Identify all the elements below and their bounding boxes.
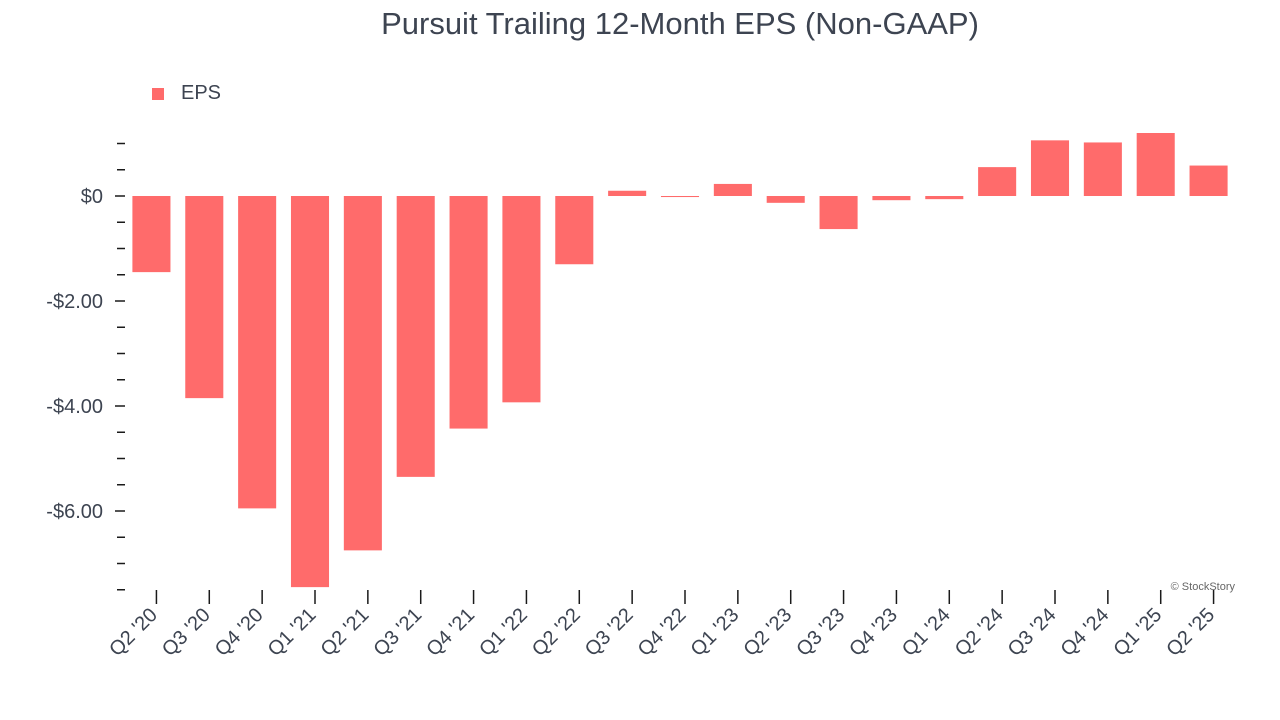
x-tick-label: Q2 '21: [317, 604, 374, 661]
x-tick-label: Q3 '20: [158, 604, 215, 661]
y-axis: $0 -$2.00 -$4.00 -$6.00: [46, 142, 125, 591]
x-tick-label: Q2 '24: [951, 604, 1008, 661]
bar: [872, 196, 911, 201]
bar: [502, 196, 541, 403]
x-tick-label: Q3 '23: [792, 604, 849, 661]
bar: [1136, 133, 1175, 196]
bars: [132, 133, 1228, 588]
y-tick-label: $0: [81, 186, 103, 208]
bar: [978, 167, 1017, 196]
watermark: © StockStory: [1171, 581, 1236, 593]
x-tick-label: Q1 '22: [475, 604, 532, 661]
legend-label: EPS: [181, 82, 221, 104]
bar: [290, 196, 330, 588]
bar: [713, 183, 752, 196]
bar: [925, 196, 964, 200]
bar: [1083, 142, 1122, 196]
x-tick-label: Q4 '22: [634, 604, 691, 661]
bar: [185, 196, 224, 399]
legend: EPS: [152, 82, 221, 104]
bar: [555, 196, 594, 265]
bar: [396, 196, 435, 477]
x-tick-label: Q1 '23: [687, 604, 744, 661]
y-tick-label: -$2.00: [46, 291, 103, 313]
y-tick-label: -$6.00: [46, 501, 103, 523]
x-tick-label: Q4 '23: [845, 604, 902, 661]
bar: [343, 196, 382, 551]
bar: [766, 196, 805, 203]
bar: [132, 196, 171, 273]
x-tick-label: Q2 '23: [739, 604, 796, 661]
bar: [449, 196, 488, 429]
x-tick-label: Q3 '21: [369, 604, 426, 661]
x-tick-label: Q4 '24: [1057, 604, 1114, 661]
chart-title: Pursuit Trailing 12-Month EPS (Non-GAAP): [381, 6, 979, 41]
x-tick-label: Q4 '20: [211, 604, 268, 661]
bar: [819, 196, 858, 230]
y-tick-label: -$4.00: [46, 396, 103, 418]
x-tick-label: Q2 '20: [105, 604, 162, 661]
x-tick-label: Q1 '25: [1109, 604, 1166, 661]
bar: [660, 196, 700, 198]
x-tick-label: Q2 '25: [1162, 604, 1219, 661]
x-tick-label: Q1 '24: [898, 604, 955, 661]
bar: [238, 196, 277, 509]
x-tick-label: Q1 '21: [264, 604, 321, 661]
x-tick-label: Q3 '24: [1004, 604, 1061, 661]
bar: [1030, 140, 1070, 196]
legend-swatch: [152, 88, 164, 100]
bar: [608, 190, 647, 196]
x-tick-label: Q4 '21: [422, 604, 479, 661]
x-tick-label: Q3 '22: [581, 604, 638, 661]
bar: [1189, 165, 1228, 196]
x-tick-label: Q2 '22: [528, 604, 585, 661]
